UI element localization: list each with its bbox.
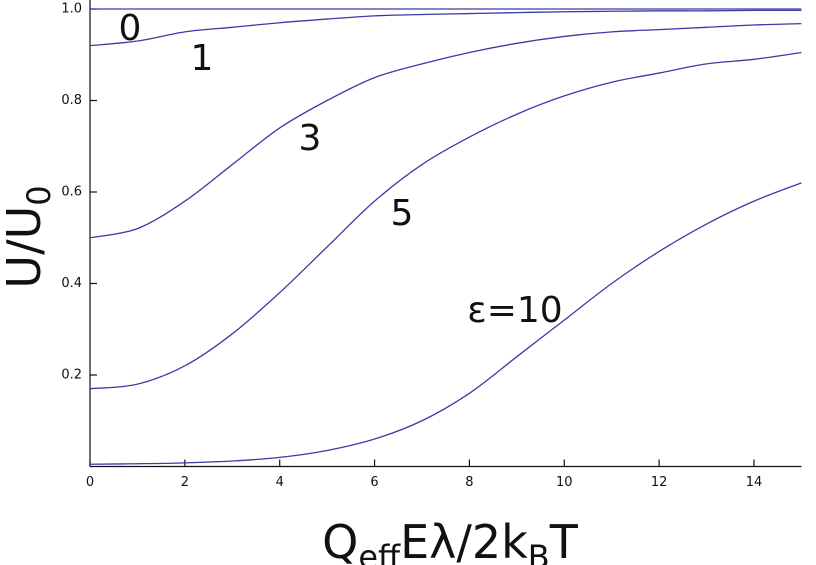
x-tick-label: 2 [181,475,189,490]
y-tick-label: 0.4 [61,276,82,291]
subscript: eff [358,538,401,565]
y-tick-label: 0.6 [61,185,82,200]
x-tick-label: 8 [465,475,473,490]
subscript: B [528,538,550,565]
x-tick-label: 0 [86,475,94,490]
label-part: U/U [0,206,51,289]
label-part: T [549,515,579,565]
curve-label: 5 [391,193,414,234]
y-tick-label: 0.8 [61,93,82,108]
x-axis-label: QeffEλ/2kBT [322,515,579,565]
x-tick-label: 4 [276,475,284,490]
x-tick-label: 6 [370,475,378,490]
label-part: Q [322,515,358,565]
curve-label: 3 [299,118,322,159]
subscript: 0 [20,185,58,205]
curve-label: 1 [191,38,214,79]
curve-label: 0 [119,8,142,49]
curve [89,182,802,465]
curve [89,9,802,47]
x-tick-label: 10 [556,475,573,490]
y-axis-label: U/U0 [0,185,58,288]
label-part: Eλ/2k [400,515,528,565]
curve-label: ε=10 [467,290,562,331]
curve [89,51,802,390]
x-tick-label: 12 [651,475,668,490]
y-tick-label: 0.2 [61,368,82,383]
curve [89,22,802,239]
x-tick-label: 14 [746,475,763,490]
y-tick-label: 1.0 [61,2,82,17]
